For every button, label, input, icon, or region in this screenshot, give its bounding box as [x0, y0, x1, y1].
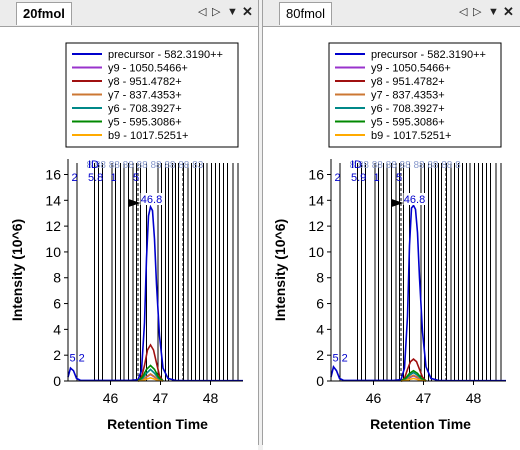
series-line: [137, 376, 164, 382]
prev-arrow-icon[interactable]: ◁: [459, 6, 468, 18]
y-tick-label: 12: [45, 218, 61, 234]
dropdown-icon[interactable]: ▼: [488, 6, 499, 18]
y-axis-title: Intensity (10^6): [9, 219, 25, 321]
series-line: [400, 377, 427, 382]
series-line: [137, 368, 164, 382]
y-tick-label: 6: [53, 296, 61, 312]
y-tick-label: 10: [45, 244, 61, 260]
tab-strip: 20fmol ◁ ▷ ▼ ✕: [0, 0, 258, 27]
next-arrow-icon[interactable]: ▷: [473, 6, 482, 18]
chromatogram-panel-80fmol: 80fmol ◁ ▷ ▼ ✕ precursor - 582.3190++ y9 …: [262, 0, 520, 450]
y-tick-label: 14: [45, 192, 61, 208]
y-tick-label: 0: [53, 373, 61, 389]
y-tick-label: 12: [308, 218, 324, 234]
y-tick-label: 2: [316, 347, 324, 363]
dropdown-icon[interactable]: ▼: [227, 6, 238, 18]
id-label: ID: [88, 159, 99, 171]
id-number: 5: [396, 172, 402, 184]
legend-entry: y7 - 837.4353+: [108, 90, 182, 102]
chromatogram-graph[interactable]: precursor - 582.3190++ y9 - 1050.5466+ y8 …: [0, 27, 258, 450]
legend-entry: y8 - 951.4782+: [108, 76, 182, 88]
id-number: 2: [72, 172, 78, 184]
x-tick-label: 47: [153, 390, 169, 406]
chromatogram-panel-20fmol: 20fmol ◁ ▷ ▼ ✕ precursor - 582.3190++ y9 …: [0, 0, 259, 450]
peak-label-bg: [140, 193, 163, 205]
legend-entry: b9 - 1017.5251+: [371, 130, 451, 142]
retention-markers: [339, 163, 502, 381]
id-number: 1: [111, 172, 117, 184]
small-peak-label: 5.2: [333, 353, 348, 365]
small-peak-label: 5.2: [70, 353, 85, 365]
id-labels: 8 88 88 88 88 88 88 88 8ID 2 5.9 1 5: [335, 159, 462, 184]
id-number: 5: [133, 172, 139, 184]
peak-arrow-icon: [391, 199, 404, 207]
peak-label: 46.8: [141, 194, 162, 206]
x-tick-label: 46: [103, 390, 119, 406]
tab-20fmol[interactable]: 20fmol: [16, 2, 72, 25]
y-tick-label: 14: [308, 192, 324, 208]
y-tick-label: 10: [308, 244, 324, 260]
y-tick-label: 0: [316, 373, 324, 389]
y-tick-label: 4: [316, 321, 324, 337]
tab-80fmol[interactable]: 80fmol: [279, 2, 333, 25]
x-tick-label: 46: [366, 390, 382, 406]
legend-entry: y6 - 708.3927+: [108, 103, 182, 115]
series-line: [137, 343, 164, 382]
x-axis-title: Retention Time: [107, 416, 208, 432]
chromatogram-graph[interactable]: precursor - 582.3190++ y9 - 1050.5466+ y8 …: [263, 27, 520, 450]
id-label: ID: [351, 159, 362, 171]
chromatogram-chart: precursor - 582.3190++ y9 - 1050.5466+y8 …: [9, 42, 243, 432]
prev-arrow-icon[interactable]: ◁: [198, 6, 207, 18]
y-tick-label: 16: [308, 166, 324, 182]
y-tick-label: 2: [53, 347, 61, 363]
peak-arrow-icon: [128, 199, 141, 207]
legend-entry: b9 - 1017.5251+: [108, 130, 188, 142]
id-number: 5.9: [351, 172, 366, 184]
x-tick-label: 47: [416, 390, 432, 406]
peak-label-bg: [403, 193, 426, 205]
id-ghost-text: 8 88 88 88 88 88 88 88 83: [87, 160, 204, 171]
y-tick-label: 16: [45, 166, 61, 182]
legend-entry: y9 - 1050.5466+: [371, 63, 451, 75]
legend-entry: y8 - 951.4782+: [371, 76, 445, 88]
legend-entry: precursor - 582.3190++: [108, 49, 223, 61]
close-icon[interactable]: ✕: [503, 4, 514, 19]
legend: precursor - 582.3190++ y9 - 1050.5466+y8 …: [328, 42, 502, 148]
close-icon[interactable]: ✕: [242, 4, 253, 19]
x-tick-label: 48: [466, 390, 482, 406]
id-ghost-text: 8 88 88 88 88 88 88 88 8: [350, 160, 462, 171]
legend-entry: y7 - 837.4353+: [371, 90, 445, 102]
y-tick-label: 8: [53, 270, 61, 286]
x-tick-label: 48: [203, 390, 219, 406]
tab-strip: 80fmol ◁ ▷ ▼ ✕: [263, 0, 520, 27]
legend-entry: y5 - 595.3086+: [108, 117, 182, 129]
x-axis-title: Retention Time: [370, 416, 471, 432]
id-number: 2: [335, 172, 341, 184]
y-tick-label: 4: [53, 321, 61, 337]
legend: precursor - 582.3190++ y9 - 1050.5466+y8 …: [65, 42, 239, 148]
id-number: 1: [374, 172, 380, 184]
series-line: [400, 358, 427, 382]
chromatogram-chart: precursor - 582.3190++ y9 - 1050.5466+y8 …: [272, 42, 506, 432]
legend-entry: y6 - 708.3927+: [371, 103, 445, 115]
legend-entry: precursor - 582.3190++: [371, 49, 486, 61]
y-axis-title: Intensity (10^6): [272, 219, 288, 321]
y-tick-label: 8: [316, 270, 324, 286]
peak-label: 46.8: [404, 194, 425, 206]
legend-entry: y9 - 1050.5466+: [108, 63, 188, 75]
series-line: [400, 369, 427, 382]
series-line: [137, 364, 164, 382]
legend-entry: y5 - 595.3086+: [371, 117, 445, 129]
y-tick-label: 6: [316, 296, 324, 312]
next-arrow-icon[interactable]: ▷: [212, 6, 221, 18]
id-number: 5.8: [88, 172, 103, 184]
